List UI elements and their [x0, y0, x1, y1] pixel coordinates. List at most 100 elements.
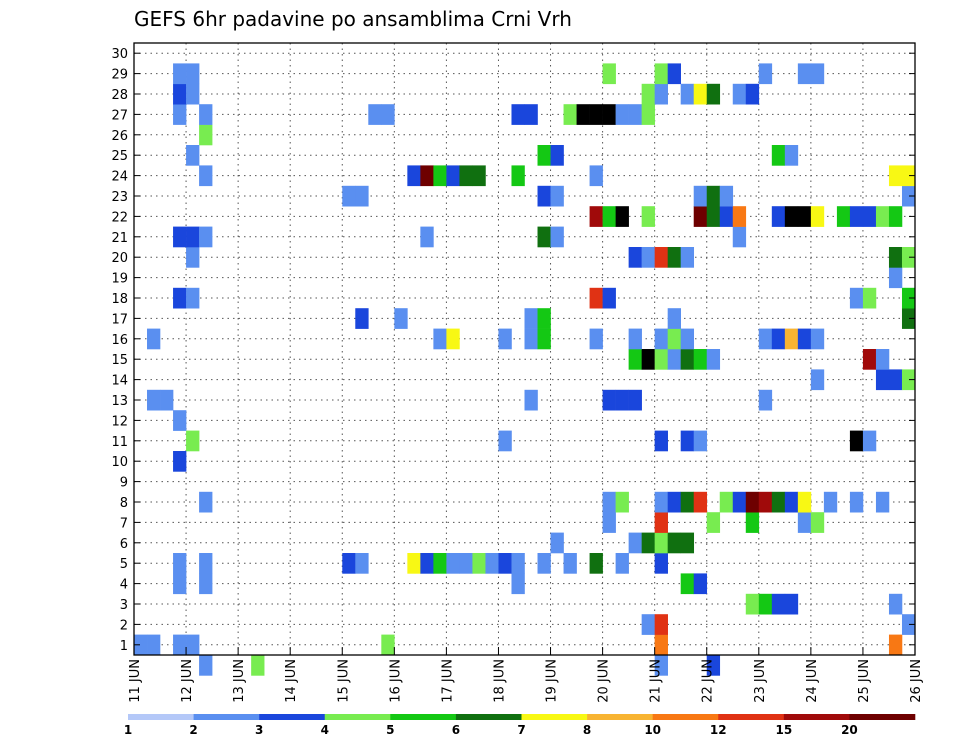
colorbar-label: 6 [452, 723, 460, 737]
precip-cell [173, 63, 187, 85]
precip-cell [719, 206, 734, 227]
colorbar-label: 20 [841, 723, 858, 737]
precip-cell [654, 430, 668, 452]
y-tick-label: 19 [111, 272, 128, 287]
precip-cell [186, 83, 200, 105]
precip-cell [680, 430, 695, 452]
precip-cell [420, 165, 434, 187]
precip-cell [732, 83, 747, 105]
x-tick-label: 19 JUN [545, 659, 560, 703]
precip-cell [589, 287, 603, 309]
precip-cell [511, 165, 525, 187]
precip-cell [797, 206, 812, 227]
precip-cell [888, 593, 903, 615]
precip-cell [160, 389, 174, 411]
y-tick-label: 26 [111, 129, 128, 144]
precip-cell [888, 267, 903, 289]
precip-cell [654, 491, 668, 513]
precip-cell [901, 287, 916, 309]
precip-cell [355, 185, 369, 207]
y-tick-label: 5 [120, 557, 128, 572]
precip-cell [420, 553, 434, 574]
precip-cell [602, 104, 616, 125]
precip-cell [654, 328, 668, 350]
colorbar-swatch [652, 714, 719, 720]
precip-cell [888, 369, 903, 391]
precip-cell [784, 328, 799, 350]
precip-cell [173, 573, 187, 595]
precip-cell [680, 491, 695, 513]
precip-cell [875, 349, 890, 370]
precip-cell [199, 104, 213, 125]
precip-cell [511, 573, 525, 595]
colorbar-swatch [390, 714, 457, 720]
colorbar-label: 2 [189, 723, 197, 737]
precip-cell [823, 491, 838, 513]
y-tick-label: 30 [111, 47, 128, 62]
precipitation-cells [134, 63, 916, 676]
x-tick-label: 15 JUN [336, 659, 351, 703]
chart-title: GEFS 6hr padavine po ansamblima Crni Vrh [134, 7, 572, 31]
precip-cell [199, 573, 213, 595]
precip-cell [407, 165, 421, 187]
x-tick-label: 12 JUN [180, 659, 195, 703]
precip-cell [251, 655, 265, 676]
precip-cell [355, 308, 369, 329]
precip-cell [485, 553, 499, 574]
precip-cell [758, 328, 773, 350]
precip-cell [173, 410, 187, 431]
precip-cell [745, 491, 760, 513]
precip-cell [173, 553, 187, 574]
x-tick-label: 25 JUN [857, 659, 872, 703]
precip-cell [667, 491, 681, 513]
precip-cell [615, 389, 629, 411]
precip-cell [186, 430, 200, 452]
colorbar-swatch [324, 714, 391, 720]
precip-cell [602, 206, 616, 227]
precip-cell [745, 83, 760, 105]
colorbar-legend: 1 2 3 4 5 6 7 8 10 12 15 20 [124, 714, 916, 737]
x-tick-label: 17 JUN [440, 659, 455, 703]
colorbar-label: 8 [583, 723, 591, 737]
precip-cell [186, 247, 200, 268]
x-tick-label: 16 JUN [388, 659, 403, 703]
precip-cell [706, 83, 721, 105]
precip-cell [693, 206, 708, 227]
precip-cell [875, 491, 890, 513]
precip-cell [199, 655, 213, 676]
precip-cell [550, 185, 564, 207]
precip-cell [342, 185, 356, 207]
precip-cell [342, 553, 356, 574]
precip-cell [667, 349, 681, 370]
precip-cell [706, 512, 721, 533]
precip-cell [797, 491, 812, 513]
precip-cell [784, 145, 799, 166]
precip-cell [862, 349, 877, 370]
precip-cell [680, 328, 695, 350]
x-tick-label: 18 JUN [492, 659, 507, 703]
precip-cell [810, 512, 825, 533]
y-tick-label: 21 [111, 231, 128, 246]
precip-cell [381, 104, 395, 125]
precip-cell [654, 614, 668, 635]
precip-cell [472, 553, 486, 574]
colorbar-swatch [587, 714, 653, 720]
precip-cell [524, 308, 538, 329]
precip-cell [498, 553, 512, 574]
precip-cell [667, 247, 681, 268]
precip-cell [173, 451, 187, 472]
y-tick-label: 6 [120, 537, 128, 552]
precip-cell [901, 165, 916, 187]
precip-cell [524, 328, 538, 350]
precip-cell [680, 349, 695, 370]
precip-cell [173, 83, 187, 105]
precip-cell [134, 634, 148, 656]
precip-cell [654, 553, 668, 574]
precip-cell [407, 553, 421, 574]
precip-cell [472, 165, 486, 187]
precip-cell [862, 206, 877, 227]
precip-cell [745, 512, 760, 533]
y-tick-label: 11 [111, 435, 128, 450]
precip-cell [901, 247, 916, 268]
precip-cell [810, 63, 825, 85]
